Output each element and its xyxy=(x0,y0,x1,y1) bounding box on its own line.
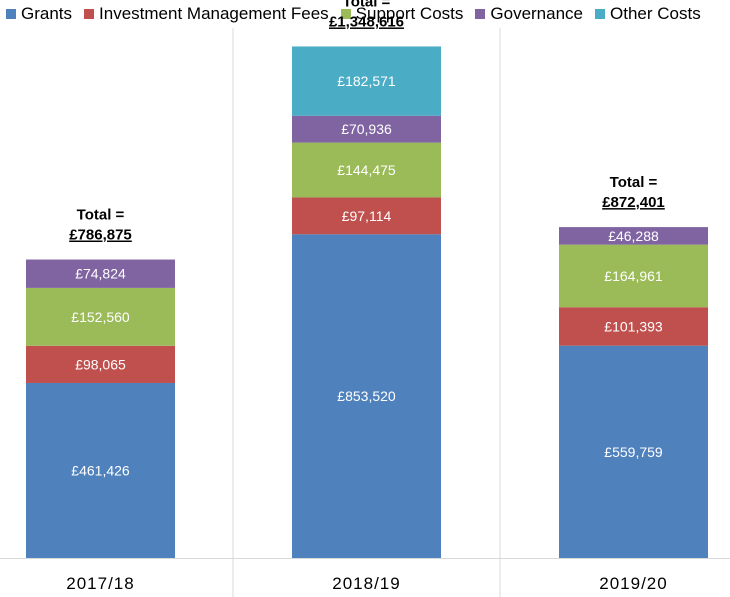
legend-label: Support Costs xyxy=(355,4,464,23)
legend-item-grants: Grants xyxy=(6,4,72,24)
data-label-other-costs-2018-19: £182,571 xyxy=(337,73,396,89)
total-prefix-2017-18: Total = xyxy=(77,207,125,224)
data-label-governance-2017-18: £74,824 xyxy=(75,266,126,282)
legend-label: Other Costs xyxy=(610,4,701,23)
data-label-support-costs-2019-20: £164,961 xyxy=(604,268,663,284)
legend-swatch xyxy=(475,9,486,19)
bar-segment-grants-2018-19 xyxy=(292,234,441,558)
total-value-2018-19: £1,348,616 xyxy=(329,13,404,30)
data-label-governance-2018-19: £70,936 xyxy=(341,121,392,137)
bar-segment-support-costs-2017-18 xyxy=(26,287,175,346)
data-label-investment-management-fees-2017-18: £98,065 xyxy=(75,356,126,372)
legend-item-governance: Governance xyxy=(475,4,583,24)
total-prefix-2019-20: Total = xyxy=(610,174,658,191)
chart-legend: Grants Investment Management Fees Support … xyxy=(6,3,701,25)
legend-swatch xyxy=(84,9,95,19)
bar-segment-governance-2017-18 xyxy=(26,259,175,288)
bar-segment-investment-management-fees-2017-18 xyxy=(26,345,175,383)
data-label-grants-2017-18: £461,426 xyxy=(71,462,130,478)
x-tick-label-2018-19: 2018/19 xyxy=(332,574,400,593)
x-tick-label-2019-20: 2019/20 xyxy=(599,574,667,593)
bar-segment-grants-2017-18 xyxy=(26,382,175,558)
bar-segment-investment-management-fees-2019-20 xyxy=(559,307,708,346)
data-label-support-costs-2017-18: £152,560 xyxy=(71,309,130,325)
bar-segment-support-costs-2018-19 xyxy=(292,142,441,198)
bar-segment-grants-2019-20 xyxy=(559,345,708,558)
x-tick-label-2017-18: 2017/18 xyxy=(66,574,134,593)
legend-swatch xyxy=(340,9,351,19)
legend-label: Governance xyxy=(490,4,584,23)
total-prefix-2018-19: Total = xyxy=(343,0,391,10)
total-value-2019-20: £872,401 xyxy=(602,194,665,211)
legend-label: Grants xyxy=(21,4,73,23)
bar-segment-other-costs-2018-19 xyxy=(292,46,441,116)
bar-segment-investment-management-fees-2018-19 xyxy=(292,197,441,235)
legend-item-investment-management-fees: Investment Management Fees xyxy=(84,4,329,24)
legend-swatch xyxy=(6,9,16,19)
data-label-grants-2019-20: £559,759 xyxy=(604,444,663,460)
data-label-investment-management-fees-2019-20: £101,393 xyxy=(604,318,663,334)
legend-item-other-costs: Other Costs xyxy=(595,4,701,24)
legend-label: Investment Management Fees xyxy=(99,4,329,23)
bar-segment-governance-2019-20 xyxy=(559,227,708,245)
bar-segment-support-costs-2019-20 xyxy=(559,244,708,308)
legend-swatch xyxy=(595,9,606,19)
bar-segment-governance-2018-19 xyxy=(292,115,441,143)
data-label-support-costs-2018-19: £144,475 xyxy=(337,162,396,178)
data-label-investment-management-fees-2018-19: £97,114 xyxy=(342,208,392,224)
data-label-grants-2018-19: £853,520 xyxy=(337,388,396,404)
legend-item-support-costs: Support Costs xyxy=(340,4,464,24)
data-label-governance-2019-20: £46,288 xyxy=(608,228,659,244)
total-value-2017-18: £786,875 xyxy=(69,227,132,244)
